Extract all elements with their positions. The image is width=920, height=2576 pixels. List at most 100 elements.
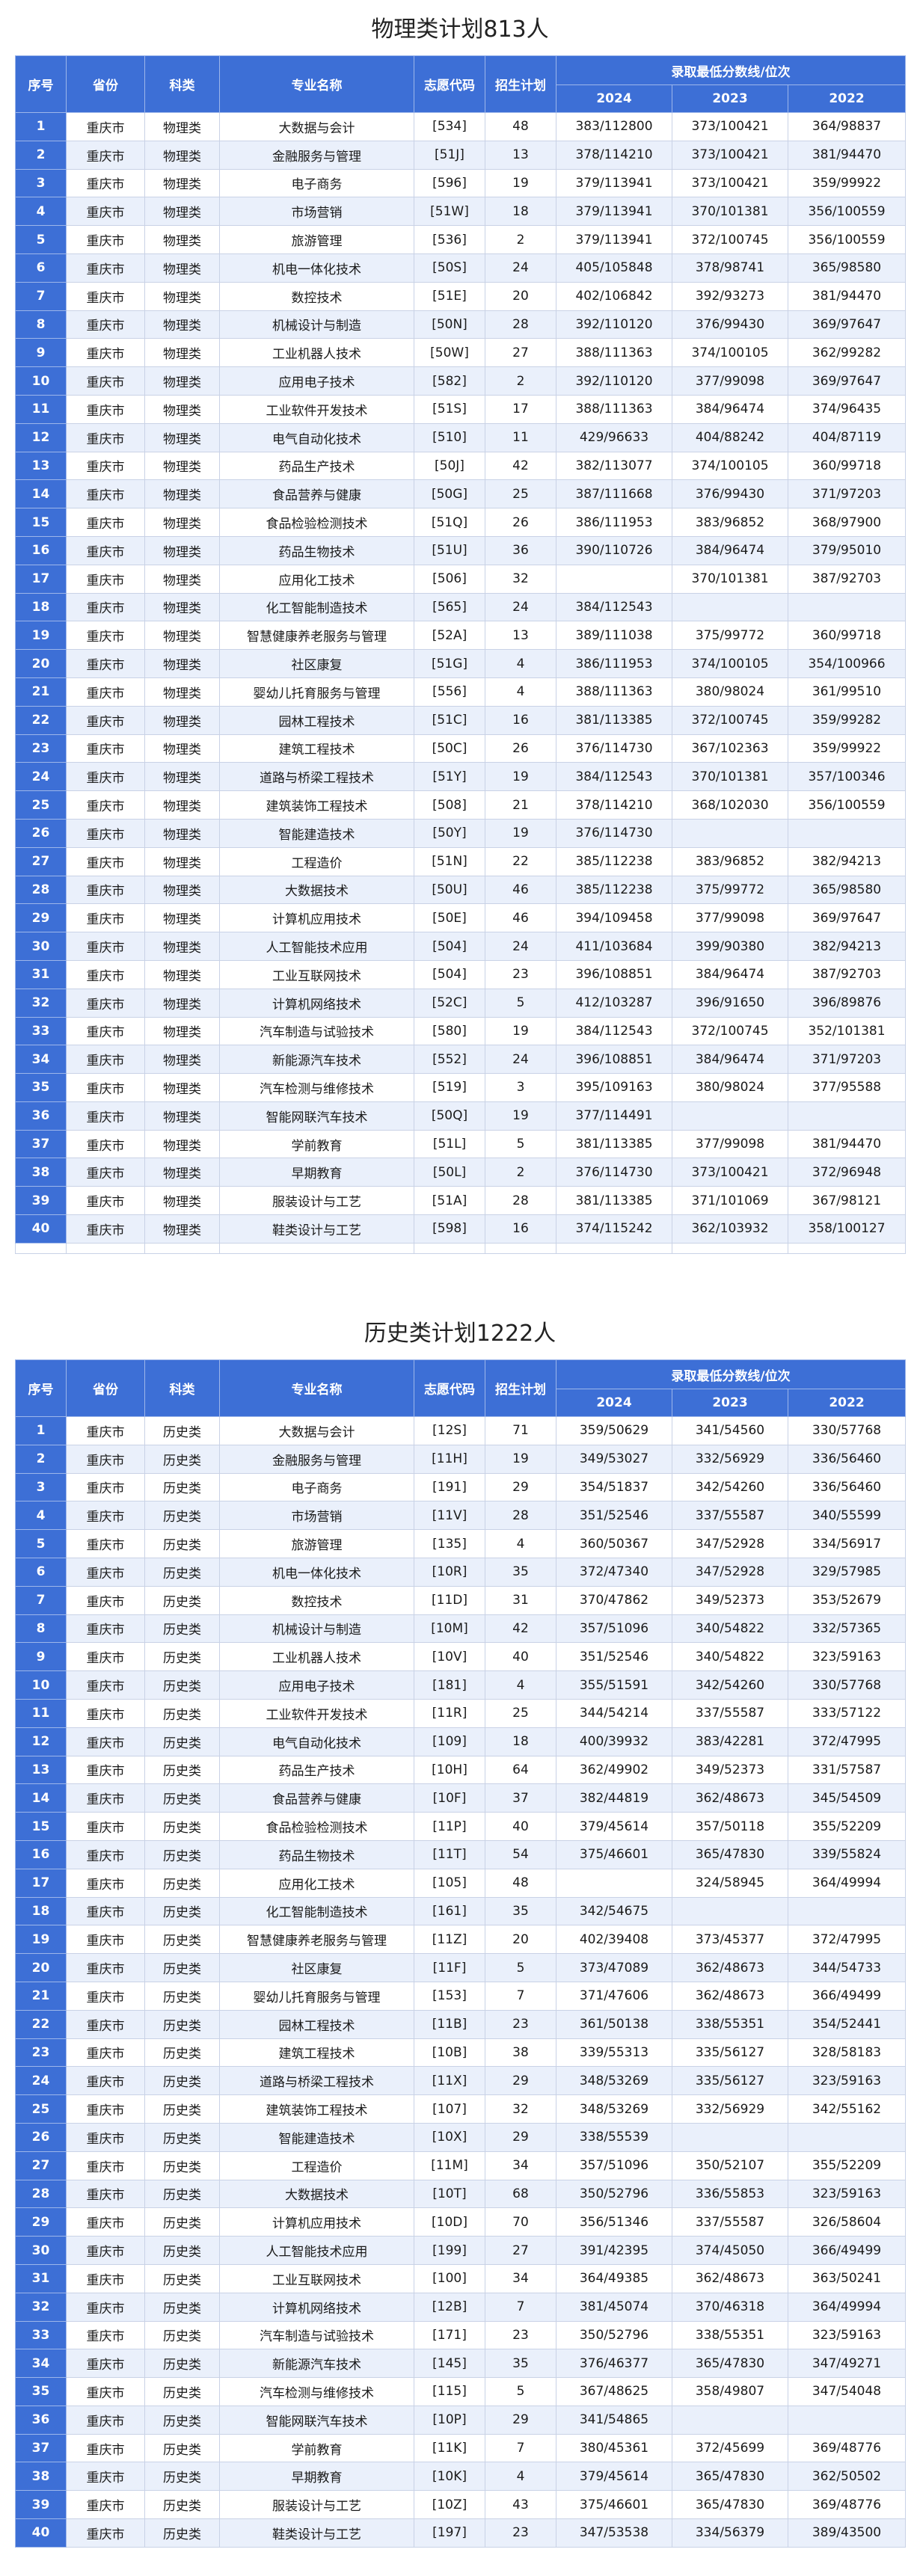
code-cell: [504] — [414, 959, 485, 989]
score-2022-cell: 404/87119 — [788, 422, 906, 452]
category-cell: 历史类 — [144, 1557, 220, 1587]
province-cell: 重庆市 — [66, 903, 145, 933]
score-2024-cell: 387/111668 — [556, 479, 672, 509]
category-cell: 历史类 — [144, 1896, 220, 1926]
province-cell: 重庆市 — [66, 1727, 145, 1756]
table-row: 4 重庆市 历史类 市场营销 [11V] 28 351/52546 337/55587 340/… — [15, 1501, 906, 1531]
table-row: 10 重庆市 历史类 应用电子技术 [181] 4 355/51591 342/54260 33… — [15, 1670, 906, 1700]
score-2023-cell: 342/54260 — [672, 1472, 788, 1502]
row-index: 18 — [15, 592, 67, 622]
score-2023-cell — [672, 2122, 788, 2152]
plan-cell: 40 — [485, 1642, 556, 1672]
category-cell: 历史类 — [144, 1642, 220, 1672]
table-row: 27 重庆市 物理类 工程造价 [51N] 22 385/112238 383/96852 38… — [15, 846, 906, 876]
code-cell: [52A] — [414, 621, 485, 651]
score-2024-cell: 373/47089 — [556, 1953, 672, 1982]
plan-cell: 38 — [485, 2038, 556, 2068]
score-2022-cell: 334/56917 — [788, 1529, 906, 1558]
score-2022-cell: 323/59163 — [788, 1642, 906, 1672]
score-2022-cell: 363/50241 — [788, 2263, 906, 2293]
category-cell: 物理类 — [144, 818, 220, 848]
major-cell: 食品检验检测技术 — [219, 508, 414, 537]
major-cell: 建筑装饰工程技术 — [219, 790, 414, 820]
score-2022-cell: 323/59163 — [788, 2179, 906, 2209]
score-2024-cell: 381/113385 — [556, 705, 672, 735]
category-cell: 历史类 — [144, 2490, 220, 2520]
code-cell: [109] — [414, 1727, 485, 1756]
score-2022-cell: 367/98121 — [788, 1186, 906, 1216]
score-2023-cell: 324/58945 — [672, 1868, 788, 1898]
row-index: 15 — [15, 508, 67, 537]
major-cell: 工业互联网技术 — [219, 959, 414, 989]
score-2024-cell: 400/39932 — [556, 1727, 672, 1756]
score-2022-cell: 374/96435 — [788, 394, 906, 424]
score-2022-cell: 329/57985 — [788, 1557, 906, 1587]
category-cell: 历史类 — [144, 1614, 220, 1644]
major-cell: 智能网联汽车技术 — [219, 1101, 414, 1131]
code-cell: [50Q] — [414, 1101, 485, 1131]
province-cell: 重庆市 — [66, 2462, 145, 2492]
code-cell: [11B] — [414, 2009, 485, 2039]
score-2024-cell: 379/45614 — [556, 1812, 672, 1841]
score-2023-cell: 373/45377 — [672, 1925, 788, 1955]
category-cell: 历史类 — [144, 2066, 220, 2096]
score-2023-cell: 342/54260 — [672, 1670, 788, 1700]
row-index: 25 — [15, 2094, 67, 2124]
major-cell: 智能建造技术 — [219, 2122, 414, 2152]
code-cell: [135] — [414, 1529, 485, 1558]
score-2023-cell: 362/48673 — [672, 1783, 788, 1813]
score-2022-cell: 328/58183 — [788, 2038, 906, 2068]
major-cell: 智慧健康养老服务与管理 — [219, 621, 414, 651]
major-cell: 社区康复 — [219, 1953, 414, 1982]
plan-cell: 24 — [485, 592, 556, 622]
category-cell: 历史类 — [144, 2151, 220, 2180]
score-2023-cell: 357/50118 — [672, 1812, 788, 1841]
code-cell: [51Q] — [414, 508, 485, 537]
plan-cell: 31 — [485, 1585, 556, 1615]
plan-cell: 19 — [485, 818, 556, 848]
blank-cell — [414, 1242, 485, 1254]
header-year: 2022 — [788, 84, 906, 113]
score-2024-cell: 360/50367 — [556, 1529, 672, 1558]
plan-cell: 34 — [485, 2263, 556, 2293]
code-cell: [580] — [414, 1016, 485, 1046]
code-cell: [115] — [414, 2377, 485, 2406]
table-row: 21 重庆市 物理类 婴幼儿托育服务与管理 [556] 4 388/111363 380/98… — [15, 677, 906, 707]
plan-cell: 7 — [485, 2433, 556, 2463]
province-cell: 重庆市 — [66, 988, 145, 1018]
score-2023-cell: 377/99098 — [672, 1129, 788, 1159]
plan-cell: 32 — [485, 564, 556, 594]
score-2023-cell: 335/56127 — [672, 2038, 788, 2068]
score-2022-cell: 356/100559 — [788, 197, 906, 227]
category-cell: 物理类 — [144, 479, 220, 509]
score-2023-cell: 365/47830 — [672, 2349, 788, 2379]
score-2023-cell: 373/100421 — [672, 140, 788, 170]
plan-cell: 11 — [485, 422, 556, 452]
category-cell: 历史类 — [144, 1755, 220, 1785]
major-cell: 建筑工程技术 — [219, 2038, 414, 2068]
province-cell: 重庆市 — [66, 1981, 145, 2011]
province-cell: 重庆市 — [66, 790, 145, 820]
plan-cell: 7 — [485, 2292, 556, 2322]
province-cell: 重庆市 — [66, 338, 145, 368]
category-cell: 历史类 — [144, 1812, 220, 1841]
province-cell: 重庆市 — [66, 1925, 145, 1955]
score-2022-cell: 369/48776 — [788, 2490, 906, 2520]
province-cell: 重庆市 — [66, 2320, 145, 2350]
row-index: 28 — [15, 875, 67, 905]
province-cell: 重庆市 — [66, 2122, 145, 2152]
province-cell: 重庆市 — [66, 1755, 145, 1785]
code-cell: [51W] — [414, 197, 485, 227]
plan-cell: 40 — [485, 1812, 556, 1841]
code-cell: [191] — [414, 1472, 485, 1502]
score-2022-cell: 364/98837 — [788, 112, 906, 141]
score-2022-cell: 382/94213 — [788, 846, 906, 876]
major-cell: 服装设计与工艺 — [219, 2490, 414, 2520]
major-cell: 服装设计与工艺 — [219, 1186, 414, 1216]
header-index: 序号 — [15, 55, 67, 113]
header-category: 科类 — [144, 1359, 220, 1417]
row-index: 39 — [15, 1186, 67, 1216]
plan-cell: 42 — [485, 1614, 556, 1644]
plan-cell: 16 — [485, 1214, 556, 1244]
major-cell: 人工智能技术应用 — [219, 2236, 414, 2265]
